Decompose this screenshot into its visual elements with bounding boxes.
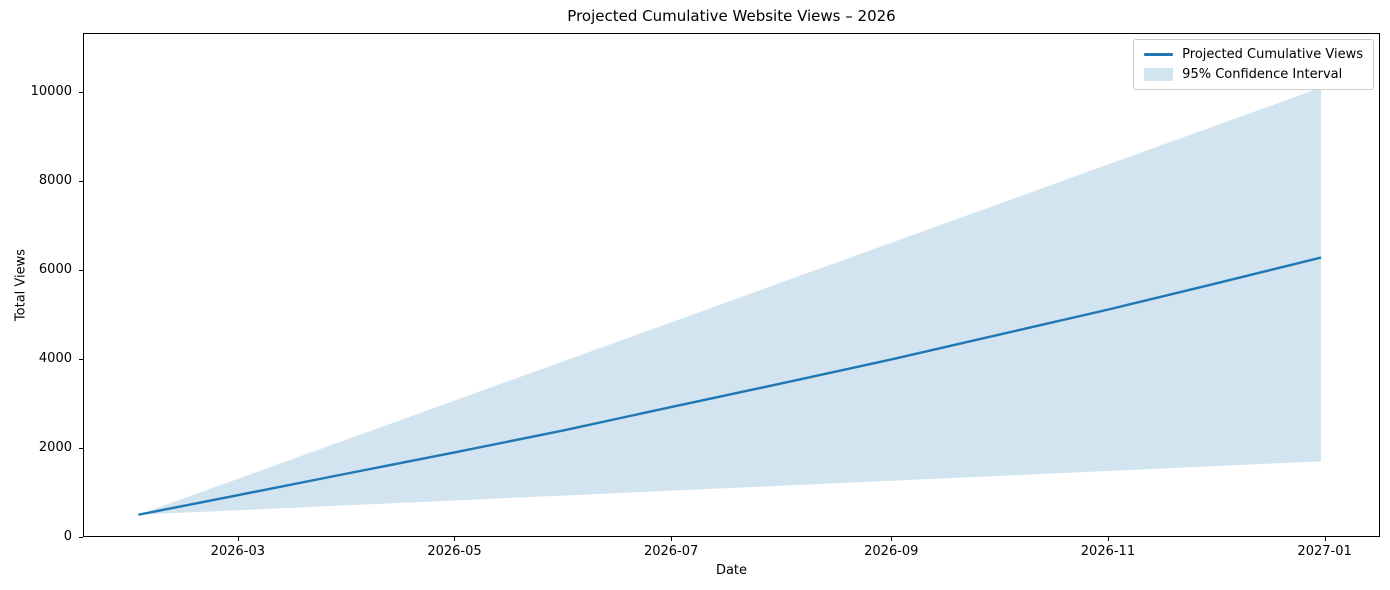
y-axis-label: Total Views [13,248,29,322]
x-tick-label: 2027-01 [1297,544,1352,559]
x-tick-label: 2026-07 [643,544,699,559]
legend-band-label: 95% Confidence Interval [1182,67,1343,82]
x-axis-label: Date [715,563,748,578]
y-tick-label: 4000 [38,351,72,366]
y-tick-label: 10000 [30,84,72,99]
y-tick-label: 8000 [38,173,72,188]
x-tick-label: 2026-09 [864,544,919,559]
chart-title: Projected Cumulative Website Views – 202… [567,7,896,25]
legend-item-confidence-interval: 95% Confidence Interval [1144,67,1363,82]
x-tick-label: 2026-11 [1080,544,1136,559]
confidence-band [138,87,1322,515]
x-tick-label: 2026-03 [210,544,265,559]
y-tick-label: 0 [63,529,72,544]
legend-item-projected-views: Projected Cumulative Views [1144,47,1363,62]
legend-series-label: Projected Cumulative Views [1182,47,1363,62]
band-swatch-icon [1144,68,1174,81]
line-swatch-icon [1144,53,1174,56]
x-tick-label: 2026-05 [427,544,482,559]
legend: Projected Cumulative Views 95% Confidenc… [1133,39,1374,90]
axes-frame [83,33,1380,537]
y-tick-label: 6000 [38,262,72,277]
y-tick-label: 2000 [38,440,72,455]
projected-views-line [138,256,1322,516]
